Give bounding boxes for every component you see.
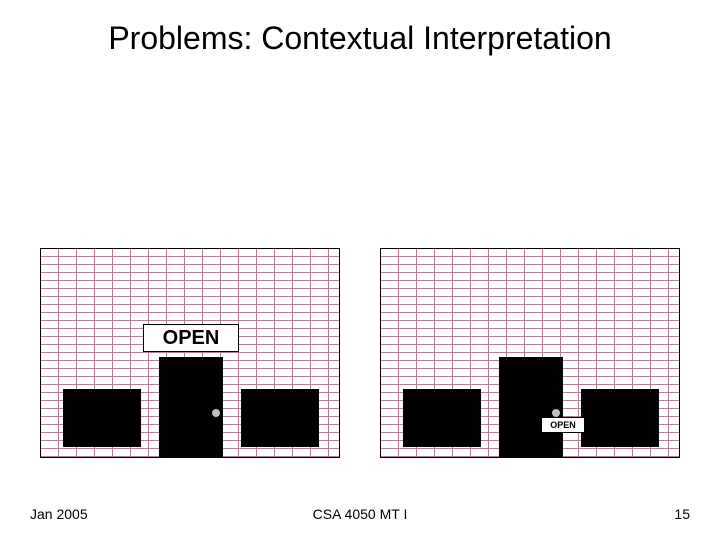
window-left: [403, 389, 481, 447]
building-right: OPEN: [380, 248, 680, 458]
door-knob-icon: [552, 409, 560, 417]
building-left: OPEN: [40, 248, 340, 458]
window-right: [581, 389, 659, 447]
slide: Problems: Contextual Interpretation OPEN…: [0, 0, 720, 540]
door: [159, 357, 223, 458]
buildings-row: OPEN OPEN: [40, 248, 680, 458]
sign-text: OPEN: [550, 420, 576, 430]
sign-text: OPEN: [163, 327, 220, 350]
door: [499, 357, 563, 458]
door-knob-icon: [212, 409, 220, 417]
open-sign-small: OPEN: [541, 417, 585, 433]
slide-title: Problems: Contextual Interpretation: [0, 20, 720, 57]
window-left: [63, 389, 141, 447]
footer-course: CSA 4050 MT I: [0, 506, 720, 522]
window-right: [241, 389, 319, 447]
footer-page-number: 15: [674, 506, 690, 522]
open-sign-large: OPEN: [143, 324, 239, 352]
